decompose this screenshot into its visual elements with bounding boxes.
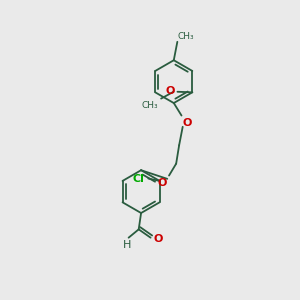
Text: O: O — [183, 118, 192, 128]
Text: H: H — [123, 240, 131, 250]
Text: CH₃: CH₃ — [142, 101, 158, 110]
Text: Cl: Cl — [132, 173, 144, 184]
Text: O: O — [165, 86, 175, 96]
Text: CH₃: CH₃ — [178, 32, 195, 40]
Text: O: O — [157, 178, 167, 188]
Text: O: O — [153, 235, 163, 244]
